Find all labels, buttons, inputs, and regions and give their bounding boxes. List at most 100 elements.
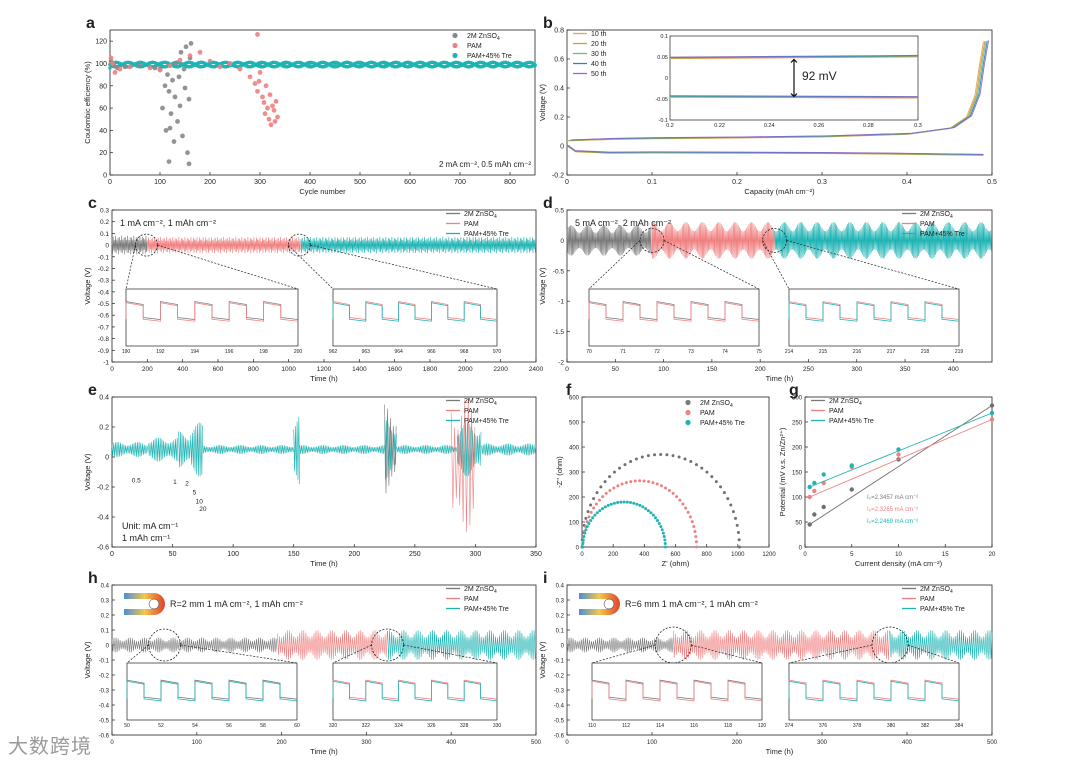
x-tick-label: 15 [942,552,949,558]
fit-line [809,412,993,488]
panel-i: 0 100 200 300 400 500 -0.6 -0.5 -0.4 -0.3 -0.2 -0.1… [538,570,998,756]
data-point [178,49,184,55]
nyquist-point [651,513,655,517]
nyquist-point [608,475,612,479]
y-tick-label: 0 [105,243,109,250]
y-axis-label: Voltage (V) [83,267,92,305]
nyquist-point [592,497,596,501]
y-tick-label: 0 [103,173,107,180]
nyquist-point [695,545,699,549]
nyquist-point [584,528,588,532]
voltage-trace [396,444,458,455]
nyquist-point [735,523,739,527]
nyquist-point [649,511,653,515]
nyquist-point [629,501,633,505]
panel-d: 0 50 100 150 200 250 300 350 400 -2 -1.5 -1 -0.5 0 0.5… [538,195,993,383]
x-tick-label: 5 [850,552,854,558]
y-tick-label: -0.2 [554,674,565,680]
inset-x-tick-label: 330 [493,723,502,729]
inset-curve [669,96,919,99]
x-tick-label: 200 [608,552,619,558]
zoom-connector [762,240,790,290]
data-point [185,150,190,156]
nyquist-point [638,479,642,483]
panel-letter: h [88,570,98,587]
data-point [152,65,158,71]
data-point [265,105,270,111]
zoom-connector [157,244,299,290]
y-tick-label: 20 [99,150,107,157]
data-point [261,100,267,105]
nyquist-point [653,516,657,520]
y-tick-label: 0 [561,644,565,650]
inset-x-tick-label: 0.2 [666,123,674,129]
y-tick-label: -0.5 [99,719,110,725]
legend-label: 20 th [591,41,607,48]
x-tick-label: 300 [851,366,862,373]
y-tick-label: 60 [99,106,107,113]
nyquist-point [663,486,667,490]
y-tick-label: -0.1 [98,254,110,261]
y-tick-label: -0.1 [554,659,565,665]
x-tick-label: 700 [454,179,466,186]
nyquist-point [663,538,667,542]
inset-x-tick-label: 219 [955,349,964,355]
voltage-trace [387,629,536,661]
nyquist-point [688,515,692,519]
data-point [257,69,263,75]
data-point [182,85,188,91]
inset-trace [332,302,498,322]
data-point [263,83,269,89]
inset-x-tick-label: 320 [329,723,338,729]
data-point [197,49,203,55]
nyquist-point [633,479,637,483]
data-point [112,69,118,75]
x-tick-label: 300 [470,551,482,558]
inset-trace [788,680,960,702]
voltage-trace [457,422,482,477]
voltage-trace [673,629,890,661]
nyquist-point [581,541,585,545]
y-tick-label: -0.3 [98,278,110,285]
y-tick-label: -0.9 [98,348,110,355]
nyquist-point [665,453,669,457]
y-tick-label: 0.1 [100,231,109,238]
y-tick-label: -0.4 [554,704,565,710]
inset-x-tick-label: 74 [722,349,728,355]
nyquist-point [659,484,663,488]
nyquist-point [600,507,604,511]
voltage-trace [889,629,993,661]
nyquist-point [644,507,648,511]
data-point [168,111,174,117]
inset-x-tick-label: 326 [427,723,436,729]
nyquist-point [587,515,591,519]
data-point [849,487,854,492]
data-point [358,61,362,66]
bend-radius-icon [579,593,620,615]
data-point [122,64,128,70]
overpotential-label: 92 mV [802,69,837,83]
y-tick-label: 0.5 [555,208,564,215]
nyquist-point [671,491,675,495]
voltage-trace [190,422,203,477]
y-tick-label: -0.4 [99,704,110,710]
inset-x-tick-label: 0.28 [863,123,874,129]
data-point [163,127,169,133]
nyquist-point [700,466,704,470]
condition-annotation: R=2 mm 1 mA cm⁻², 1 mAh cm⁻² [170,599,303,609]
x-tick-label: 10 [895,552,902,558]
inset-trace [788,302,960,322]
nyquist-point [625,500,629,504]
y-tick-label: -0.5 [98,301,110,308]
inset-x-tick-label: 190 [122,349,131,355]
legend-label: 2M ZnSO4 [464,398,497,407]
x-tick-label: 0 [110,740,114,746]
legend-label: 2M ZnSO4 [920,586,953,595]
data-point [108,55,114,61]
voltage-trace [384,404,397,494]
legend-label: PAM [920,221,935,228]
voltage-trace [450,398,476,532]
y-tick-label: 0.4 [101,584,110,590]
nyquist-point [616,484,620,488]
data-point [147,65,153,71]
